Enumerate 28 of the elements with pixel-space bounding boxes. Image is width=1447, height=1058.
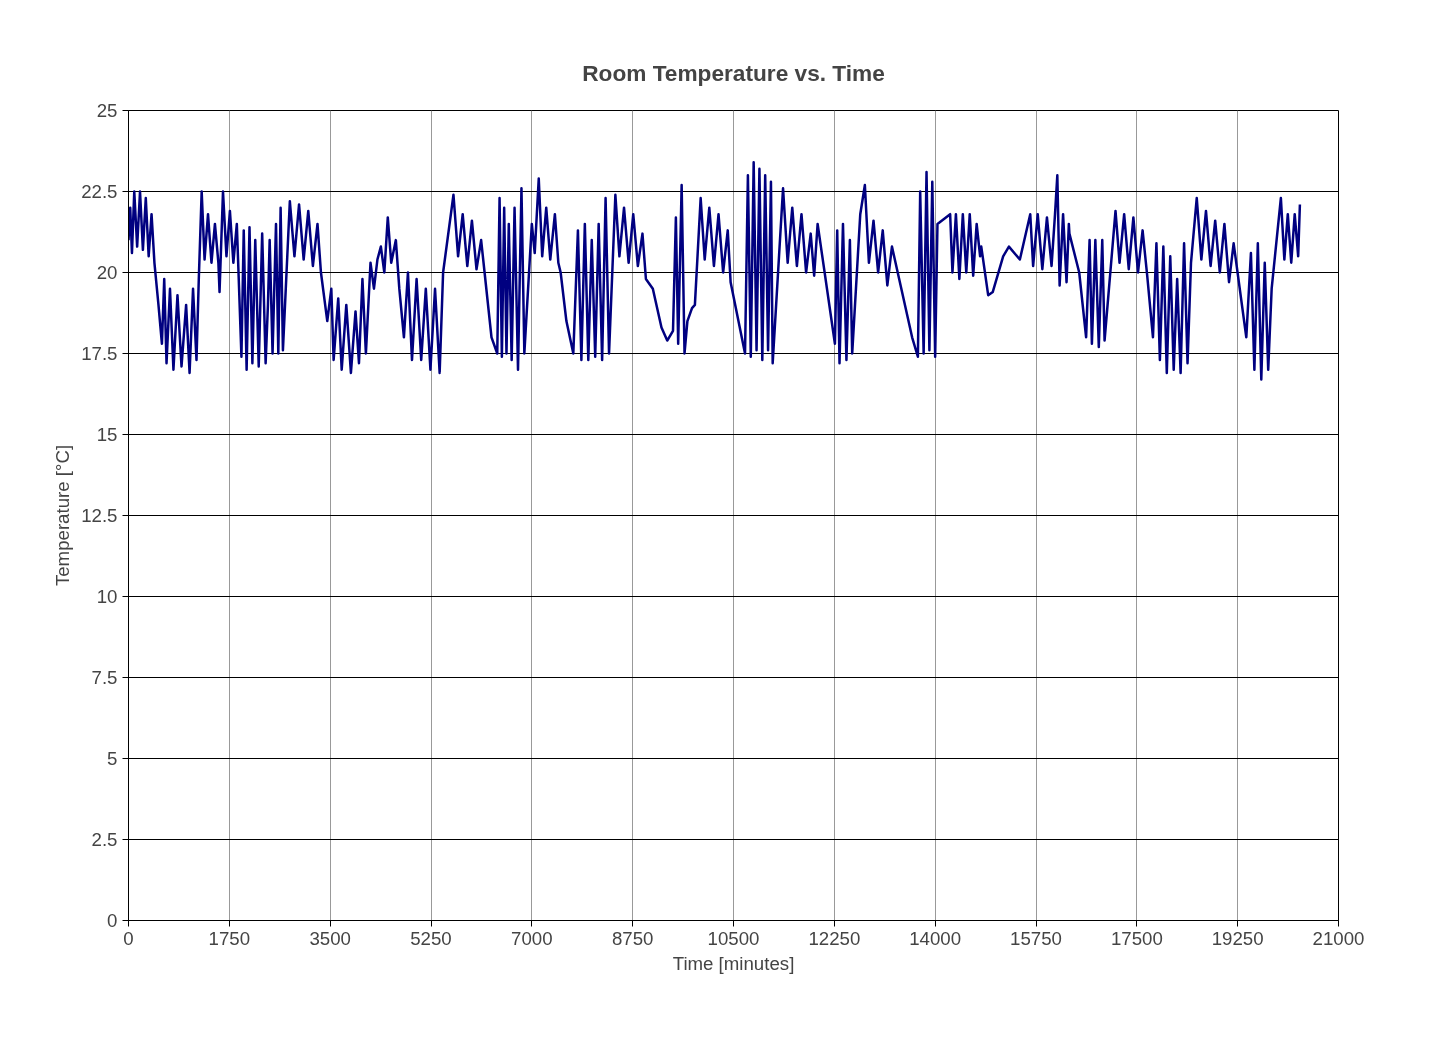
x-tick-label: 12250 [808, 927, 861, 949]
x-tick-label: 1750 [208, 927, 251, 949]
y-tick-label: 5 [107, 748, 118, 769]
y-tick-label: 10 [96, 586, 118, 607]
line-series [128, 161, 1302, 381]
y-tick-label: 22.5 [81, 181, 118, 202]
x-tick-label: 21000 [1312, 927, 1365, 949]
x-tick-label: 19250 [1211, 927, 1264, 949]
chart-title: Room Temperature vs. Time [582, 59, 885, 86]
y-tick-label: 0 [107, 910, 118, 931]
y-tick-label: 15 [96, 424, 118, 445]
y-tick-label: 20 [96, 262, 118, 283]
x-tick-label: 5250 [410, 927, 452, 949]
y-axis-title: Temperature [°C] [52, 444, 74, 587]
y-tick-label: 17.5 [81, 343, 118, 364]
x-tick-label: 3500 [309, 927, 351, 949]
y-tick-label: 7.5 [91, 667, 118, 688]
x-tick-label: 17500 [1110, 927, 1163, 949]
y-tick-label: 2.5 [91, 829, 118, 850]
x-tick-label: 8750 [611, 927, 654, 949]
y-tick-label: 25 [96, 100, 118, 121]
x-tick-label: 0 [123, 927, 134, 949]
x-tick-label: 10500 [707, 927, 760, 949]
x-axis-title: Time [minutes] [672, 952, 795, 974]
x-tick-label: 7000 [511, 927, 553, 949]
y-tick-label: 12.5 [81, 505, 118, 526]
x-tick-label: 15750 [1010, 927, 1062, 949]
x-tick-label: 14000 [909, 927, 962, 949]
